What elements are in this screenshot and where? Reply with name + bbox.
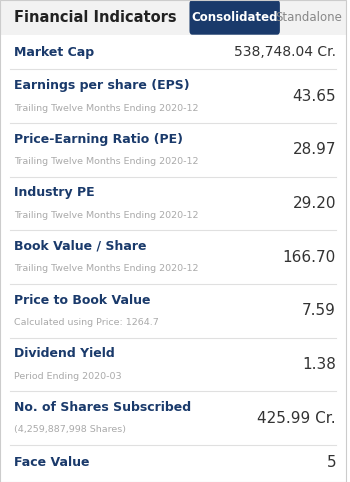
- Text: Face Value: Face Value: [14, 455, 89, 469]
- FancyBboxPatch shape: [0, 0, 346, 35]
- Text: Consolidated: Consolidated: [191, 11, 278, 24]
- Text: 43.65: 43.65: [292, 89, 336, 104]
- Text: Calculated using Price: 1264.7: Calculated using Price: 1264.7: [14, 318, 159, 327]
- Text: 425.99 Cr.: 425.99 Cr.: [257, 411, 336, 426]
- Text: 28.97: 28.97: [293, 142, 336, 158]
- Text: 1.38: 1.38: [302, 357, 336, 372]
- Text: Earnings per share (EPS): Earnings per share (EPS): [14, 79, 189, 92]
- Text: Dividend Yield: Dividend Yield: [14, 347, 114, 360]
- Text: Market Cap: Market Cap: [14, 46, 94, 59]
- Text: (4,259,887,998 Shares): (4,259,887,998 Shares): [14, 425, 126, 434]
- Text: Trailing Twelve Months Ending 2020-12: Trailing Twelve Months Ending 2020-12: [14, 157, 198, 166]
- FancyBboxPatch shape: [189, 0, 280, 35]
- Text: Price to Book Value: Price to Book Value: [14, 294, 150, 307]
- Text: 7.59: 7.59: [302, 303, 336, 318]
- Text: Price-Earning Ratio (PE): Price-Earning Ratio (PE): [14, 133, 183, 146]
- Text: 5: 5: [327, 455, 336, 470]
- Text: Period Ending 2020-03: Period Ending 2020-03: [14, 372, 121, 381]
- Text: 29.20: 29.20: [293, 196, 336, 211]
- Text: Financial Indicators: Financial Indicators: [14, 10, 176, 25]
- Text: Industry PE: Industry PE: [14, 187, 94, 199]
- Text: 166.70: 166.70: [283, 250, 336, 265]
- Text: Trailing Twelve Months Ending 2020-12: Trailing Twelve Months Ending 2020-12: [14, 211, 198, 220]
- Text: Trailing Twelve Months Ending 2020-12: Trailing Twelve Months Ending 2020-12: [14, 265, 198, 273]
- Text: 538,748.04 Cr.: 538,748.04 Cr.: [234, 45, 336, 59]
- Text: Trailing Twelve Months Ending 2020-12: Trailing Twelve Months Ending 2020-12: [14, 104, 198, 113]
- Text: Book Value / Share: Book Value / Share: [14, 240, 146, 253]
- Text: No. of Shares Subscribed: No. of Shares Subscribed: [14, 401, 191, 414]
- Text: Standalone: Standalone: [275, 11, 342, 24]
